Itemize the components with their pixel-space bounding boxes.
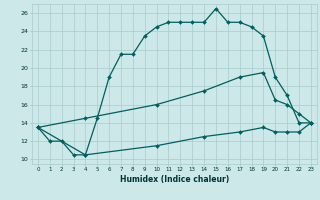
X-axis label: Humidex (Indice chaleur): Humidex (Indice chaleur)	[120, 175, 229, 184]
